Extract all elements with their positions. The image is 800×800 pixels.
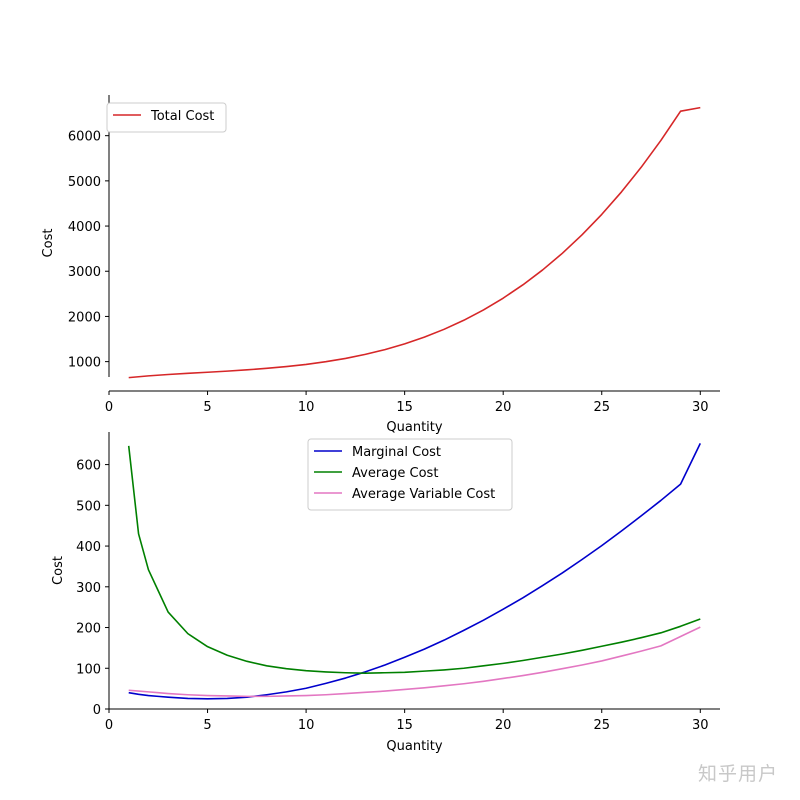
x-tick-label: 25 xyxy=(593,718,610,733)
legend-box xyxy=(307,438,513,511)
x-tick-label: 15 xyxy=(396,718,413,733)
x-axis-label: Quantity xyxy=(386,739,442,754)
x-tick-label: 25 xyxy=(593,400,610,415)
series-line-1 xyxy=(128,443,702,700)
y-axis-label: Cost xyxy=(41,229,56,258)
x-tick-label: 0 xyxy=(105,718,113,733)
series-line-1 xyxy=(128,106,701,379)
y-tick-label: 4000 xyxy=(68,220,101,235)
chart-panel-2: 0 5 10 15 20 25 300100200300400500600QuantityC… xyxy=(51,432,720,754)
x-axis-label: Quantity xyxy=(386,420,442,435)
y-tick-label: 400 xyxy=(76,540,101,555)
legend-label: Average Variable Cost xyxy=(352,487,495,502)
x-tick-label: 15 xyxy=(396,400,413,415)
x-tick-label: 10 xyxy=(298,718,315,733)
y-tick-label: 3000 xyxy=(68,265,101,280)
legend-label: Marginal Cost xyxy=(352,445,441,460)
legend-label: Average Cost xyxy=(352,466,438,481)
series-line-2 xyxy=(127,445,701,674)
y-tick-label: 5000 xyxy=(68,175,101,190)
legend-label: Total Cost xyxy=(150,109,214,124)
y-tick-label: 2000 xyxy=(68,310,101,325)
x-tick-label: 10 xyxy=(298,400,315,415)
y-tick-label: 6000 xyxy=(68,130,101,145)
x-tick-label: 20 xyxy=(495,718,512,733)
y-axis-label: Cost xyxy=(51,556,66,585)
watermark-text: 知乎用户 xyxy=(697,763,778,785)
y-tick-label: 100 xyxy=(76,662,101,677)
x-tick-label: 5 xyxy=(203,718,211,733)
y-tick-label: 0 xyxy=(93,703,101,718)
x-tick-label: 20 xyxy=(495,400,512,415)
x-tick-label: 0 xyxy=(105,400,113,415)
series-line-3 xyxy=(128,626,701,698)
y-tick-label: 300 xyxy=(76,581,101,596)
legend-box xyxy=(106,102,227,133)
y-tick-label: 1000 xyxy=(68,356,101,371)
x-tick-label: 30 xyxy=(692,718,709,733)
y-tick-label: 200 xyxy=(76,622,101,637)
y-tick-label: 500 xyxy=(76,499,101,514)
x-tick-label: 5 xyxy=(203,400,211,415)
chart-panel-1: 0 5 10 15 20 25 30 1000 2000 3000 4000 5000 6000 Quan… xyxy=(41,95,720,435)
y-tick-label: 600 xyxy=(76,459,101,474)
x-tick-label: 30 xyxy=(692,400,709,415)
